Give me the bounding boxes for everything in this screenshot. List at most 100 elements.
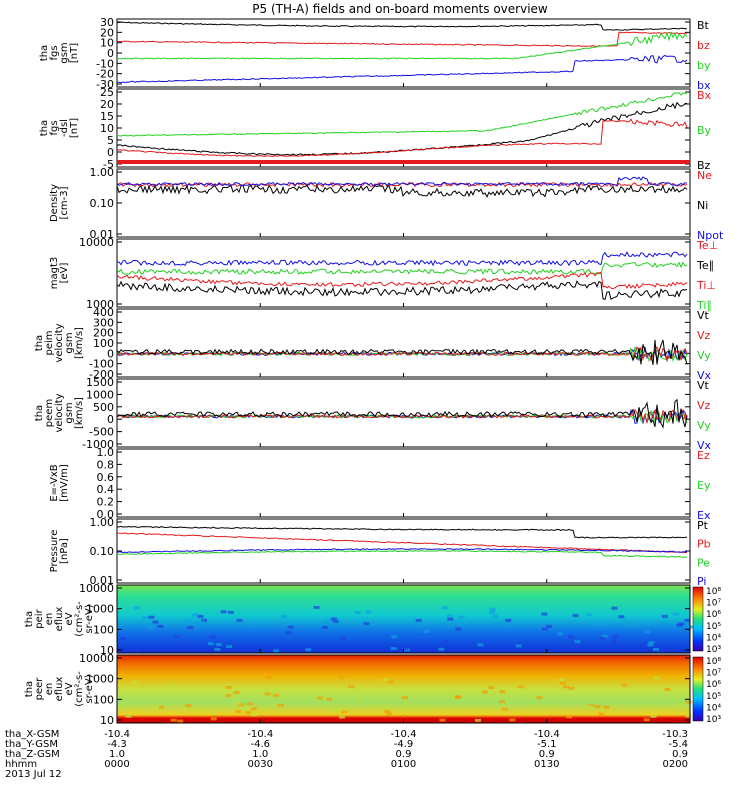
spectrogram-texture: [215, 643, 222, 646]
y-tick-label: 20: [100, 98, 114, 111]
spectrogram-texture: [540, 689, 547, 693]
spectrogram-texture: [235, 710, 242, 714]
spectrogram-texture: [661, 614, 668, 618]
y-axis-label: tha: [24, 611, 35, 627]
trace-Vt: [116, 339, 688, 365]
spectrogram-texture: [621, 683, 628, 687]
spectrogram-texture: [572, 645, 579, 649]
spectrogram-texture: [226, 645, 233, 648]
y-tick-label: -1000: [82, 438, 114, 451]
legend-entry: Vz: [697, 399, 711, 412]
spectrogram-texture: [339, 715, 345, 719]
colorbar-ion_spec: [692, 586, 704, 652]
y-tick-label: 1000: [86, 388, 114, 401]
y-axis-label: (cm²-s-: [74, 671, 85, 707]
colorbar-tick: 10⁴: [706, 633, 721, 643]
x-axis-value: -4.3: [107, 739, 127, 750]
spectrogram-texture: [585, 613, 592, 617]
spectrogram-texture: [187, 626, 194, 629]
spectrogram-texture: [653, 676, 660, 680]
legend-entry: Ez: [697, 449, 710, 462]
y-axis-label: tha: [34, 335, 45, 351]
spectrogram-texture: [618, 615, 625, 619]
y-tick-label: 100: [93, 623, 114, 636]
spectrogram-texture: [177, 719, 184, 723]
spectrogram-texture: [330, 710, 337, 713]
spectrogram-texture: [475, 718, 481, 722]
y-tick-label: -100: [89, 358, 114, 371]
legend-entry: Te⊥: [696, 239, 718, 252]
spectrogram-texture: [568, 635, 574, 639]
y-axis-label: en: [44, 683, 55, 696]
spectrogram-texture: [509, 718, 516, 722]
spectrogram-texture: [672, 612, 679, 616]
y-tick-label: -500: [89, 426, 114, 439]
y-axis-label: [eV]: [59, 263, 70, 284]
spectrogram-texture: [563, 685, 569, 689]
spectrogram-texture: [402, 696, 408, 700]
x-axis-value: 1.0: [109, 749, 125, 760]
spectrogram-texture: [499, 690, 506, 694]
y-axis-label: sr-eV): [84, 604, 95, 633]
legend-entry: Vt: [697, 379, 710, 392]
x-axis-value: -4.6: [250, 739, 270, 750]
y-axis-label: [km/s]: [74, 397, 85, 429]
spectrogram-texture: [382, 678, 389, 682]
x-axis-value: -5.1: [537, 739, 557, 750]
legend-entry: Bz: [697, 159, 711, 172]
spectrogram-texture: [321, 625, 328, 629]
y-tick-label: -200: [89, 368, 114, 381]
panel-pressure: 1.00 0.10 0.01 Pressure [nPa] Pt Pb Pe Pi: [49, 516, 711, 588]
y-axis-label: gsm: [59, 42, 70, 63]
y-tick-label: 100: [93, 337, 114, 350]
spectrogram-texture: [639, 706, 646, 709]
x-axis-value: -10.4: [104, 729, 130, 740]
x-axis-value: 0.9: [396, 749, 412, 760]
spectrogram-texture: [332, 619, 339, 623]
spectrogram-texture: [439, 718, 446, 722]
y-tick-label: 500: [93, 401, 114, 414]
colorbar-tick: 10³: [706, 645, 721, 655]
spectrogram-texture: [201, 618, 207, 622]
spectrogram-texture: [125, 714, 132, 718]
trace-Ti-perp: [116, 251, 688, 267]
spectrogram-texture: [265, 676, 272, 679]
y-axis-label: Density: [49, 184, 60, 222]
trace-Pt: [116, 525, 688, 539]
spectrogram-texture: [339, 636, 346, 640]
x-axis-value: 0130: [534, 759, 559, 770]
spectrogram-texture: [272, 689, 279, 693]
spectrogram-texture: [384, 709, 390, 713]
spectrogram-texture: [192, 613, 198, 617]
spectrogram-texture: [455, 627, 462, 631]
spectrogram-texture: [598, 712, 605, 716]
y-axis-label: en: [44, 613, 55, 626]
y-tick-label: 0: [107, 47, 114, 60]
y-axis-label: [km/s]: [74, 327, 85, 359]
spectrogram-texture: [348, 685, 355, 689]
colorbar-tick: 10⁸: [706, 587, 721, 597]
y-axis-label: [nT]: [69, 118, 80, 138]
spectrogram-texture: [643, 718, 650, 722]
x-axis-row-label: tha_Z-GSM: [5, 749, 60, 760]
y-tick-label: 300: [93, 316, 114, 329]
spectrogram-texture: [241, 707, 247, 711]
spectrogram-texture: [225, 694, 232, 698]
spectrogram-texture: [481, 690, 488, 694]
spectrogram-texture: [174, 635, 181, 639]
spectrogram-texture: [245, 711, 252, 715]
y-tick-label: 0.8: [97, 458, 115, 471]
y-tick-label: 0.01: [90, 228, 115, 241]
y-tick-label: 1000: [86, 298, 114, 311]
y-tick-label: -10: [96, 57, 114, 70]
spectrogram-texture: [316, 696, 323, 700]
y-tick-label: -30: [96, 78, 114, 91]
y-tick-label: 1.00: [90, 516, 115, 529]
spectrogram-texture: [417, 706, 424, 710]
legend-entry: Ex: [697, 509, 711, 522]
legend-entry: Npot: [697, 229, 724, 242]
y-tick-label: 10: [100, 37, 114, 50]
spectrogram-texture: [180, 642, 187, 646]
y-tick-label: 0: [107, 413, 114, 426]
